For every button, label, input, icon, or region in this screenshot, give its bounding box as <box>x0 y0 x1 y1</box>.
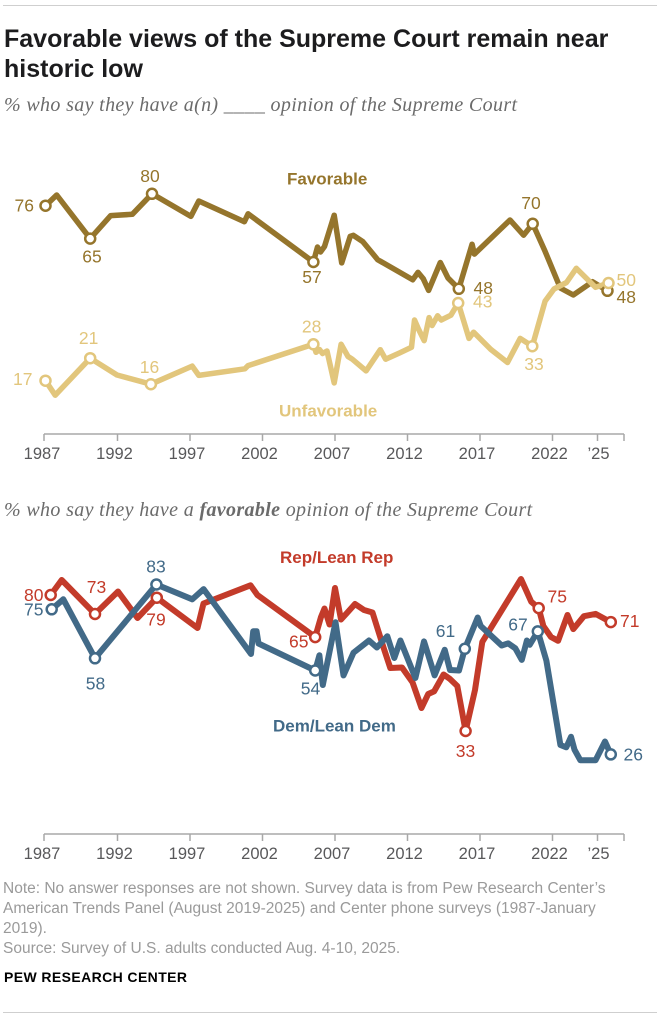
svg-text:54: 54 <box>301 679 321 699</box>
svg-text:48: 48 <box>617 287 636 307</box>
svg-text:2012: 2012 <box>386 845 423 863</box>
svg-text:2007: 2007 <box>314 845 351 863</box>
svg-text:73: 73 <box>87 577 106 597</box>
svg-text:1992: 1992 <box>96 445 133 463</box>
svg-text:17: 17 <box>13 369 32 389</box>
svg-text:83: 83 <box>146 557 165 577</box>
svg-text:65: 65 <box>82 247 101 267</box>
svg-text:1987: 1987 <box>24 445 61 463</box>
svg-text:2017: 2017 <box>459 445 496 463</box>
svg-text:58: 58 <box>86 674 105 694</box>
svg-text:79: 79 <box>146 610 165 630</box>
svg-text:80: 80 <box>140 166 160 186</box>
svg-text:33: 33 <box>524 354 543 374</box>
svg-text:48: 48 <box>474 278 493 298</box>
svg-text:16: 16 <box>140 357 159 377</box>
svg-text:1997: 1997 <box>169 445 206 463</box>
svg-text:28: 28 <box>302 317 321 337</box>
svg-text:75: 75 <box>24 600 43 620</box>
svg-text:61: 61 <box>436 621 455 641</box>
svg-text:2002: 2002 <box>241 845 278 863</box>
svg-text:70: 70 <box>521 193 541 213</box>
svg-text:80: 80 <box>24 585 44 605</box>
svg-text:65: 65 <box>289 632 308 652</box>
svg-text:75: 75 <box>548 587 567 607</box>
svg-text:’25: ’25 <box>587 845 609 863</box>
svg-text:2007: 2007 <box>314 445 351 463</box>
svg-text:Unfavorable: Unfavorable <box>279 402 377 421</box>
svg-text:Favorable: Favorable <box>287 170 367 189</box>
svg-text:1992: 1992 <box>96 845 133 863</box>
svg-text:2017: 2017 <box>459 845 496 863</box>
svg-text:21: 21 <box>79 328 98 348</box>
svg-text:26: 26 <box>624 745 643 765</box>
svg-text:Dem/Lean Dem: Dem/Lean Dem <box>273 717 396 736</box>
svg-text:33: 33 <box>456 741 475 761</box>
svg-text:2002: 2002 <box>241 445 278 463</box>
svg-text:50: 50 <box>617 270 637 290</box>
svg-text:71: 71 <box>620 611 639 631</box>
svg-text:2022: 2022 <box>531 845 568 863</box>
svg-text:67: 67 <box>508 615 527 635</box>
svg-text:1987: 1987 <box>24 845 61 863</box>
svg-text:43: 43 <box>473 292 492 312</box>
svg-text:1997: 1997 <box>169 845 206 863</box>
svg-text:Rep/Lean Rep: Rep/Lean Rep <box>280 548 393 567</box>
svg-text:’25: ’25 <box>587 445 609 463</box>
svg-text:57: 57 <box>302 267 321 287</box>
svg-text:76: 76 <box>15 196 34 216</box>
svg-text:2022: 2022 <box>531 445 568 463</box>
svg-text:2012: 2012 <box>386 445 423 463</box>
